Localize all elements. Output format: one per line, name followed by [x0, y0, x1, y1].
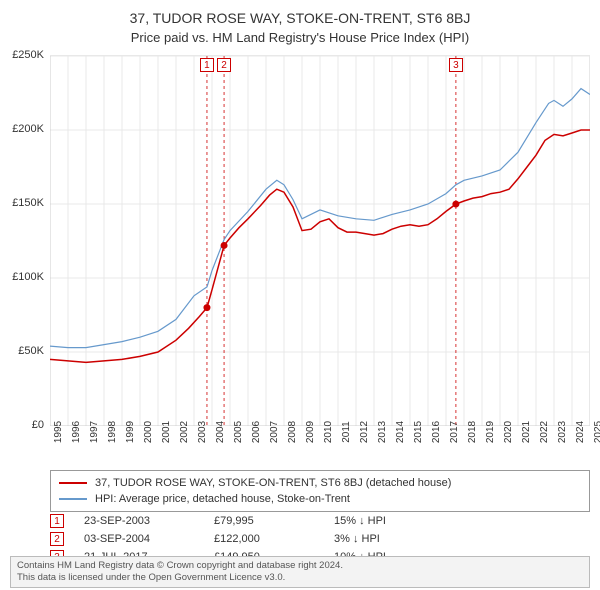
y-axis-ticks: £0£50K£100K£150K£200K£250K	[0, 55, 48, 425]
sale-marker-label: 1	[200, 58, 214, 72]
x-tick-label: 2007	[269, 421, 280, 443]
sale-annotation-number: 2	[50, 532, 64, 546]
x-tick-label: 2003	[197, 421, 208, 443]
x-tick-label: 2020	[503, 421, 514, 443]
sale-annotation-delta: 15% ↓ HPI	[334, 515, 454, 527]
x-tick-label: 2022	[539, 421, 550, 443]
chart-title-address: 37, TUDOR ROSE WAY, STOKE-ON-TRENT, ST6 …	[0, 10, 600, 26]
x-tick-label: 2002	[179, 421, 190, 443]
sale-annotation-date: 03-SEP-2004	[84, 533, 214, 545]
x-tick-label: 1997	[89, 421, 100, 443]
x-tick-label: 2008	[287, 421, 298, 443]
sale-annotation-date: 23-SEP-2003	[84, 515, 214, 527]
x-tick-label: 2019	[485, 421, 496, 443]
x-tick-label: 2025	[593, 421, 600, 443]
x-tick-label: 2014	[395, 421, 406, 443]
sale-annotation-number: 1	[50, 514, 64, 528]
x-tick-label: 2011	[341, 421, 352, 443]
x-tick-label: 1995	[53, 421, 64, 443]
sale-annotation-row: 2 03-SEP-2004£122,0003% ↓ HPI	[50, 530, 590, 548]
footer-line-1: Contains HM Land Registry data © Crown c…	[17, 560, 583, 572]
sale-annotation-delta: 3% ↓ HPI	[334, 533, 454, 545]
sale-marker-label: 2	[217, 58, 231, 72]
plot-svg	[50, 56, 590, 426]
x-tick-label: 2015	[413, 421, 424, 443]
legend-swatch-property	[59, 482, 87, 484]
x-tick-label: 2016	[431, 421, 442, 443]
title-block: 37, TUDOR ROSE WAY, STOKE-ON-TRENT, ST6 …	[0, 0, 600, 45]
x-tick-label: 2024	[575, 421, 586, 443]
legend-label-property: 37, TUDOR ROSE WAY, STOKE-ON-TRENT, ST6 …	[95, 477, 451, 489]
footer-attribution: Contains HM Land Registry data © Crown c…	[10, 556, 590, 588]
x-tick-label: 2001	[161, 421, 172, 443]
footer-line-2: This data is licensed under the Open Gov…	[17, 572, 583, 584]
x-tick-label: 2017	[449, 421, 460, 443]
y-tick-label: £0	[32, 419, 44, 431]
y-tick-label: £150K	[12, 197, 44, 209]
x-tick-label: 2000	[143, 421, 154, 443]
sale-annotation-row: 1 23-SEP-2003£79,99515% ↓ HPI	[50, 512, 590, 530]
sale-annotation-price: £122,000	[214, 533, 334, 545]
x-tick-label: 2005	[233, 421, 244, 443]
y-tick-label: £50K	[18, 345, 44, 357]
x-tick-label: 2018	[467, 421, 478, 443]
y-tick-label: £100K	[12, 271, 44, 283]
legend: 37, TUDOR ROSE WAY, STOKE-ON-TRENT, ST6 …	[50, 470, 590, 512]
x-tick-label: 2012	[359, 421, 370, 443]
sale-marker-label: 3	[449, 58, 463, 72]
x-tick-label: 2009	[305, 421, 316, 443]
x-axis-ticks: 1995199619971998199920002001200220032004…	[50, 428, 590, 468]
x-tick-label: 2013	[377, 421, 388, 443]
plot-area: 12 3	[50, 55, 590, 425]
legend-item-property: 37, TUDOR ROSE WAY, STOKE-ON-TRENT, ST6 …	[59, 475, 581, 491]
sale-annotation-price: £79,995	[214, 515, 334, 527]
legend-item-hpi: HPI: Average price, detached house, Stok…	[59, 491, 581, 507]
x-tick-label: 1996	[71, 421, 82, 443]
x-tick-label: 2023	[557, 421, 568, 443]
chart-title-subtitle: Price paid vs. HM Land Registry's House …	[0, 30, 600, 45]
y-tick-label: £200K	[12, 123, 44, 135]
x-tick-label: 1998	[107, 421, 118, 443]
legend-swatch-hpi	[59, 498, 87, 500]
x-tick-label: 2010	[323, 421, 334, 443]
legend-label-hpi: HPI: Average price, detached house, Stok…	[95, 493, 350, 505]
x-tick-label: 2021	[521, 421, 532, 443]
chart-container: 37, TUDOR ROSE WAY, STOKE-ON-TRENT, ST6 …	[0, 0, 600, 590]
x-tick-label: 2006	[251, 421, 262, 443]
x-tick-label: 2004	[215, 421, 226, 443]
y-tick-label: £250K	[12, 49, 44, 61]
x-tick-label: 1999	[125, 421, 136, 443]
